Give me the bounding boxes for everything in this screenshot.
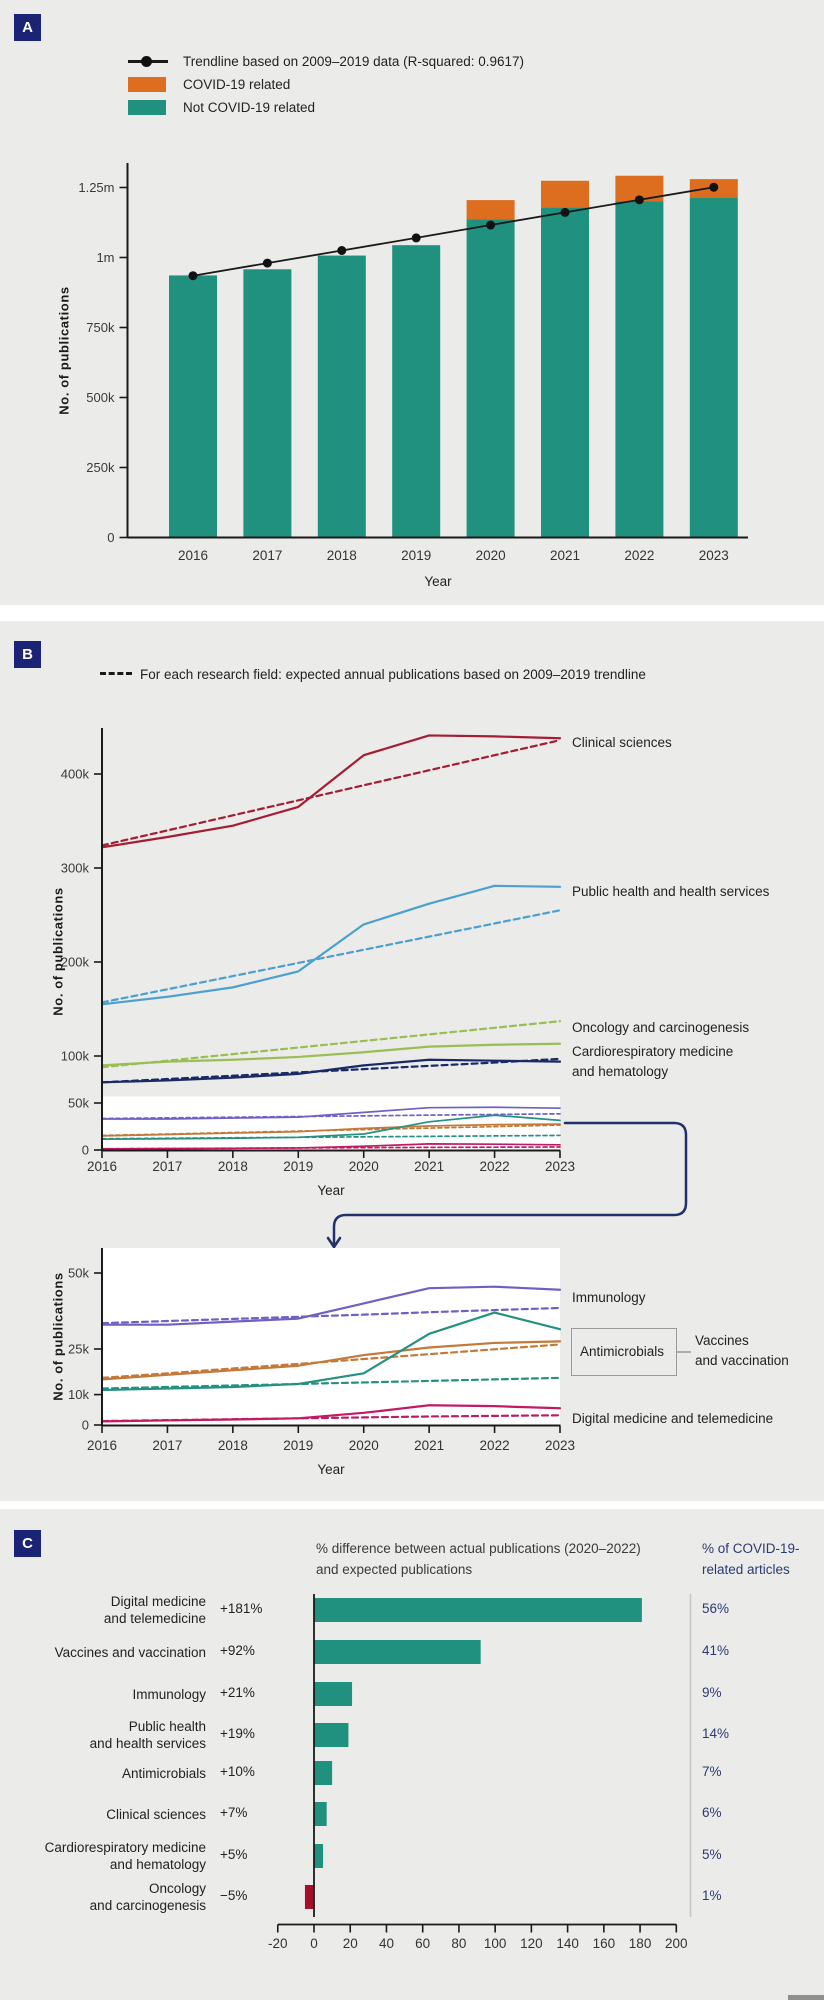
panel-c-background [0, 1509, 824, 2000]
row-field-label: Oncology and carcinogenesis [89, 1881, 206, 1913]
axis-b-zoom-y-title: No. of publications [50, 1272, 66, 1401]
trendline-dot-icon [141, 56, 152, 67]
row-diff-value: −5% [220, 1888, 248, 1903]
row-covid-share: 7% [702, 1764, 722, 1779]
field-label-oncology: Oncology and carcinogenesis [572, 1020, 750, 1035]
row-field-label: Cardiorespiratory medicine and hematology [44, 1840, 206, 1872]
axis-a-y-title: No. of publications [56, 286, 72, 415]
row-diff-value: +5% [220, 1847, 248, 1862]
legend-not-covid-label: Not COVID-19 related [183, 100, 316, 115]
panel-a-background [0, 0, 824, 605]
axis-b-main-x-title: Year [317, 1183, 345, 1198]
row-covid-share: 41% [702, 1643, 730, 1658]
legend-b-label: For each research field: expected annual… [140, 667, 646, 682]
axis-b-main-y-title: No. of publications [50, 887, 66, 1016]
row-diff-value: +7% [220, 1805, 248, 1820]
row-covid-share: 5% [702, 1847, 722, 1862]
panel-b-badge: B [14, 641, 41, 668]
panel-c-badge: C [14, 1530, 41, 1557]
field-label-cardiorespiratory: Cardiorespiratory medicine and hematolog… [572, 1044, 734, 1079]
panel-a-badge: A [14, 14, 41, 41]
row-covid-share: 6% [702, 1805, 722, 1820]
row-covid-share: 56% [702, 1601, 730, 1616]
axis-a-x-title: Year [424, 574, 452, 589]
row-field-label: Public health and health services [89, 1719, 206, 1751]
antimicrobials-label-box: Antimicrobials [571, 1328, 677, 1376]
row-diff-value: +19% [220, 1726, 255, 1741]
c-header-covid-share: % of COVID-19- related articles [702, 1541, 800, 1577]
row-field-label: Immunology [132, 1686, 206, 1702]
row-covid-share: 14% [702, 1726, 730, 1741]
legend-covid-label: COVID-19 related [183, 77, 291, 92]
bottom-corner-strip [788, 1995, 824, 2000]
row-field-label: Vaccines and vaccination [54, 1644, 206, 1660]
covid-swatch [128, 77, 166, 92]
field-label-antimicrobials: Antimicrobials [580, 1344, 665, 1359]
not-covid-swatch [128, 100, 166, 115]
row-field-label: Clinical sciences [106, 1806, 206, 1822]
row-diff-value: +10% [220, 1764, 255, 1779]
row-diff-value: +21% [220, 1685, 255, 1700]
row-field-label: Digital medicine and telemedicine [103, 1594, 206, 1626]
row-field-label: Antimicrobials [121, 1765, 206, 1781]
field-label-vaccines: Vaccines and vaccination [695, 1333, 789, 1368]
axis-b-zoom-x-title: Year [317, 1462, 345, 1477]
row-diff-value: +92% [220, 1643, 255, 1658]
field-label-clinical-sciences: Clinical sciences [572, 735, 672, 750]
c-header-diff: % difference between actual publications… [316, 1541, 641, 1577]
field-label-digital-medicine: Digital medicine and telemedicine [572, 1411, 774, 1426]
row-diff-value: +181% [220, 1601, 263, 1616]
legend-trendline-label: Trendline based on 2009–2019 data (R-squ… [183, 54, 524, 69]
field-label-immunology: Immunology [572, 1290, 646, 1305]
row-covid-share: 1% [702, 1888, 722, 1903]
field-label-public-health: Public health and health services [572, 884, 770, 899]
row-covid-share: 9% [702, 1685, 722, 1700]
expected-trendline-legend-icon [100, 672, 132, 675]
